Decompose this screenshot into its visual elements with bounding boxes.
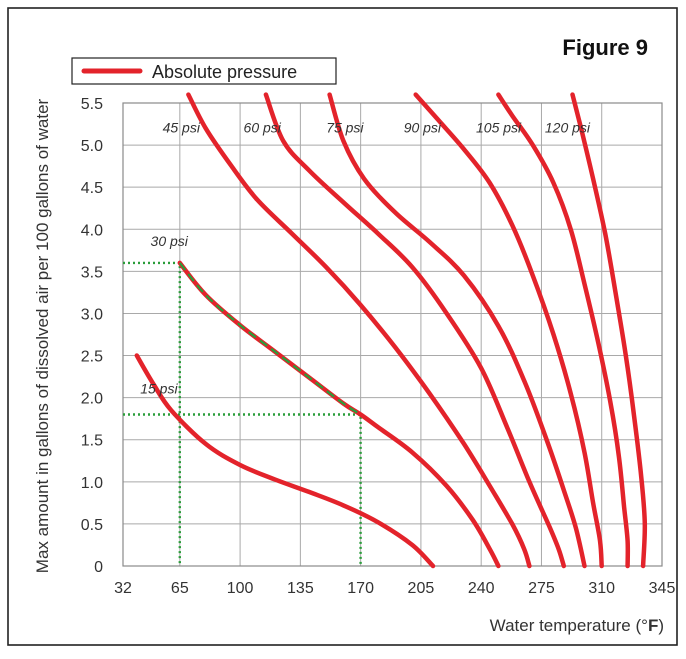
legend-label: Absolute pressure xyxy=(152,62,297,82)
legend: Absolute pressure xyxy=(71,57,337,85)
curve-label-90-psi: 90 psi xyxy=(404,119,442,135)
x-axis-title-suffix: ) xyxy=(658,616,664,635)
series-line-120-psi xyxy=(570,92,648,569)
y-tick-label-0: 0 xyxy=(94,559,103,576)
x-axis-title-prefix: Water temperature (° xyxy=(490,616,648,635)
x-tick-label-5: 205 xyxy=(408,580,435,597)
curve-label-45-psi: 45 psi xyxy=(163,119,201,135)
x-tick-label-1: 65 xyxy=(171,580,189,597)
curve-label-105-psi: 105 psi xyxy=(476,119,522,135)
y-tick-label-8: 4.0 xyxy=(81,222,103,239)
x-tick-label-2: 100 xyxy=(227,580,254,597)
series-line-60-psi xyxy=(263,92,567,569)
curve-label-60-psi: 60 psi xyxy=(244,119,282,135)
x-axis-title: Water temperature (°F) xyxy=(490,616,664,635)
curve-label-75-psi: 75 psi xyxy=(326,119,364,135)
plot-frame xyxy=(122,102,663,567)
y-tick-label-7: 3.5 xyxy=(81,264,103,281)
series-line-75-psi xyxy=(327,92,587,569)
x-axis-title-unit: F xyxy=(648,616,658,635)
curve-label-15-psi: 15 psi xyxy=(140,380,178,396)
series-line-105-psi xyxy=(496,92,631,569)
y-tick-label-4: 2.0 xyxy=(81,391,103,408)
y-axis-title: Max amount in gallons of dissolved air p… xyxy=(33,98,52,573)
highlight-curve-segment xyxy=(178,262,362,416)
series-lines xyxy=(134,92,648,569)
x-tick-label-4: 170 xyxy=(347,580,374,597)
tick-labels: 32 65 100 135 170 205 240 275 310 345 0 0.5 1.0 1.5 2.… xyxy=(81,96,676,597)
y-tick-label-2: 1.0 xyxy=(81,475,103,492)
x-tick-label-6: 240 xyxy=(468,580,495,597)
y-tick-label-11: 5.5 xyxy=(81,96,103,113)
curve-label-30-psi: 30 psi xyxy=(151,233,189,249)
series-line-15-psi xyxy=(134,353,436,569)
x-tick-label-8: 310 xyxy=(588,580,615,597)
y-tick-label-6: 3.0 xyxy=(81,306,103,323)
highlight-segment xyxy=(178,262,362,416)
curve-label-120-psi: 120 psi xyxy=(545,119,591,135)
x-tick-label-0: 32 xyxy=(114,580,132,597)
y-tick-label-5: 2.5 xyxy=(81,349,103,366)
y-tick-label-10: 5.0 xyxy=(81,138,103,155)
y-tick-label-1: 0.5 xyxy=(81,517,103,534)
figure-frame xyxy=(7,7,678,646)
x-tick-label-3: 135 xyxy=(287,580,314,597)
x-tick-label-7: 275 xyxy=(528,580,555,597)
y-tick-label-9: 4.5 xyxy=(81,180,103,197)
chart-title: Figure 9 xyxy=(562,35,648,60)
y-tick-label-3: 1.5 xyxy=(81,433,103,450)
series-line-45-psi xyxy=(186,92,532,569)
x-tick-label-9: 345 xyxy=(649,580,676,597)
curve-labels: 15 psi 30 psi 45 psi 60 psi 75 psi 90 psi 105 … xyxy=(140,119,591,396)
grid xyxy=(122,102,663,567)
series-line-90-psi xyxy=(413,92,604,569)
